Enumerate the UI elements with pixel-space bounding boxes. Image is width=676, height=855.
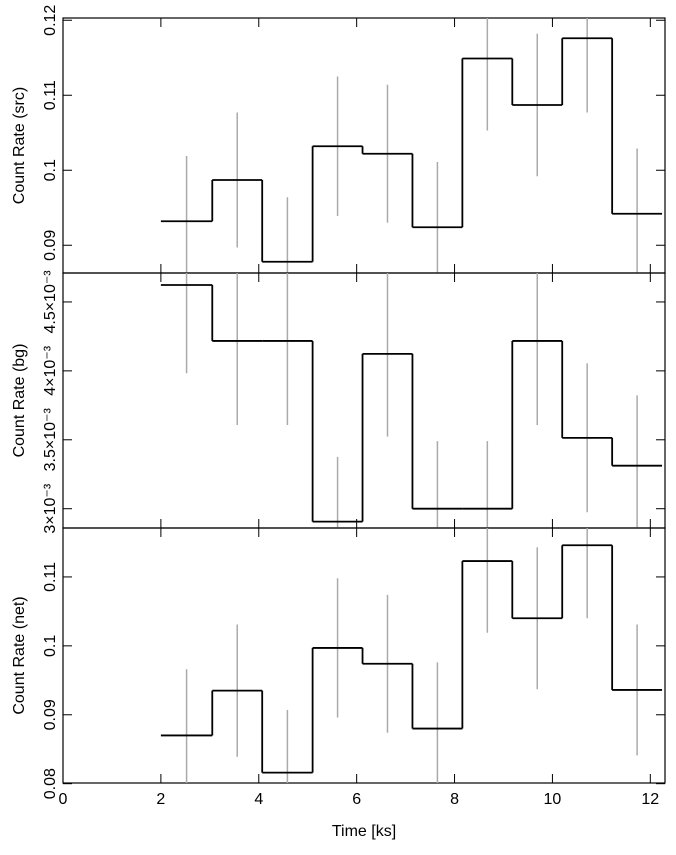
x-tick-label: 2 — [156, 791, 165, 808]
y-tick-label: 0.1 — [42, 159, 59, 181]
y-tick-label: 0.12 — [42, 5, 59, 36]
plot-area — [160, 18, 663, 273]
y-tick-label: 4.5×10⁻³ — [42, 270, 59, 334]
x-tick-label: 6 — [352, 791, 361, 808]
y-axis-label: Count Rate (bg) — [11, 344, 28, 458]
x-tick-label: 12 — [641, 791, 659, 808]
x-tick-label: 8 — [450, 791, 459, 808]
plot-frame — [62, 527, 666, 784]
x-tick-label: 0 — [59, 791, 68, 808]
y-tick-label: 0.09 — [42, 230, 59, 261]
y-tick-label: 0.09 — [42, 699, 59, 730]
plot-area — [160, 528, 663, 783]
y-tick-label: 4×10⁻³ — [42, 345, 59, 395]
x-tick-label: 10 — [544, 791, 562, 808]
plot-frame — [62, 272, 666, 529]
plot-area — [160, 273, 663, 528]
y-axis-label: Count Rate (net) — [11, 596, 28, 714]
y-tick-label: 0.11 — [42, 562, 59, 592]
y-tick-label: 3.5×10⁻³ — [42, 408, 59, 472]
x-tick-label: 4 — [254, 791, 263, 808]
y-axis-label: Count Rate (src) — [11, 87, 28, 204]
y-tick-label: 0.11 — [42, 80, 59, 110]
y-tick-label: 3×10⁻³ — [42, 483, 59, 533]
y-tick-label: 0.1 — [42, 635, 59, 657]
y-tick-label: 0.08 — [42, 768, 59, 799]
x-axis-label: Time [ks] — [332, 823, 396, 840]
plot-frame — [62, 17, 666, 274]
